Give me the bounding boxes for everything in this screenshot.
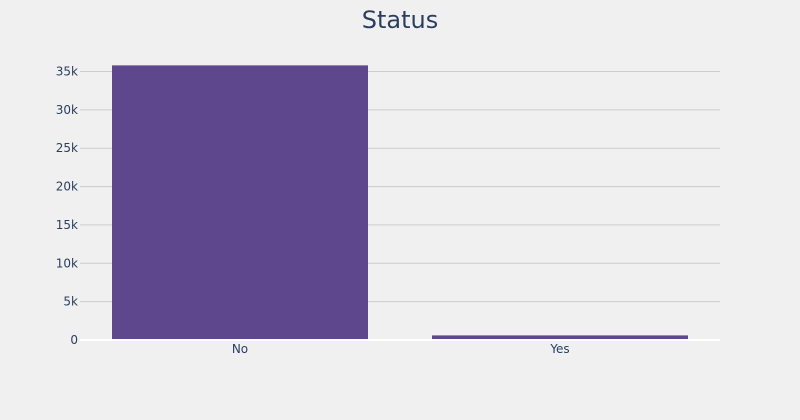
- x-tick-label: No: [232, 342, 248, 356]
- bar-no: [112, 65, 368, 340]
- bar-yes: [432, 335, 688, 340]
- y-tick-label: 5k: [63, 295, 78, 309]
- y-tick-label: 25k: [56, 141, 78, 155]
- y-tick-label: 15k: [56, 218, 78, 232]
- chart-title: Status: [361, 6, 439, 34]
- bars: [112, 65, 688, 340]
- axis-labels: 0 5k 10k 15k 20k 25k 30k 35k No Yes: [56, 65, 570, 356]
- y-tick-label: 10k: [56, 256, 78, 270]
- y-tick-label: 0: [70, 333, 78, 347]
- y-tick-label: 20k: [56, 180, 78, 194]
- x-tick-label: Yes: [549, 342, 569, 356]
- y-tick-label: 30k: [56, 103, 78, 117]
- y-tick-label: 35k: [56, 65, 78, 79]
